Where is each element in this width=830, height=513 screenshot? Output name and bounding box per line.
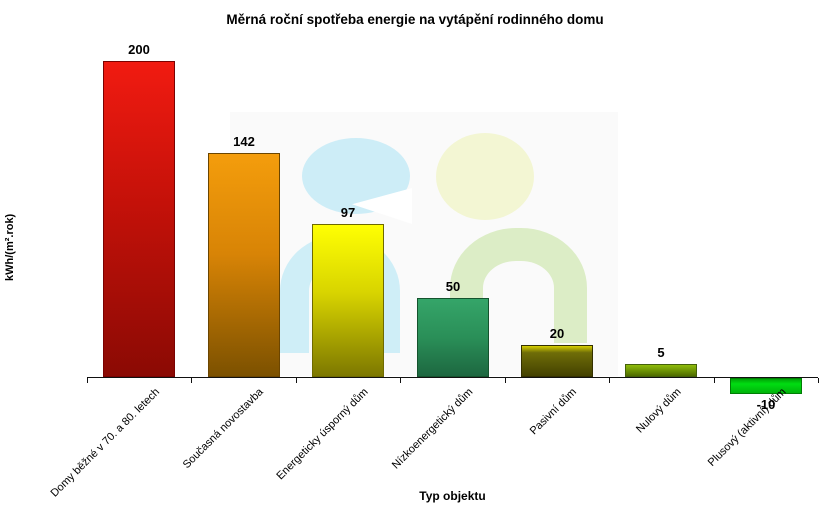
bar <box>312 224 384 377</box>
bar-value-label: 50 <box>445 279 461 294</box>
bar <box>208 153 280 377</box>
axis-tick <box>818 378 819 383</box>
category-label: Nízkoenergetický dům <box>389 386 475 472</box>
bar <box>417 298 489 377</box>
category-label: Současná novostavba <box>181 386 267 472</box>
bar <box>521 345 593 377</box>
x-axis-title: Typ objektu <box>419 489 486 503</box>
axis-tick <box>87 378 88 383</box>
bar-value-label: 142 <box>233 134 255 149</box>
person-head-icon <box>436 133 534 220</box>
category-label: Domy běžné v 70. a 80. letech <box>48 386 162 500</box>
bar <box>730 378 802 394</box>
axis-tick <box>296 378 297 383</box>
category-label: Energeticky úsporný dům <box>274 386 371 483</box>
y-axis-title: kWh/(m².rok) <box>4 213 16 282</box>
bar-value-label: 200 <box>128 42 150 57</box>
category-label: Pasivní dům <box>528 386 580 438</box>
bar <box>625 364 697 377</box>
bar-value-label: -10 <box>756 397 776 412</box>
bar-value-label: 5 <box>657 345 665 360</box>
bar-value-label: 97 <box>340 205 356 220</box>
axis-tick <box>714 378 715 383</box>
axis-tick <box>505 378 506 383</box>
chart-title: Měrná roční spotřeba energie na vytápění… <box>226 12 604 27</box>
bar <box>103 61 175 377</box>
axis-tick <box>191 378 192 383</box>
bar-value-label: 20 <box>549 326 565 341</box>
category-label: Nulový dům <box>634 386 684 436</box>
axis-tick <box>609 378 610 383</box>
x-axis-line <box>87 377 818 378</box>
axis-tick <box>400 378 401 383</box>
